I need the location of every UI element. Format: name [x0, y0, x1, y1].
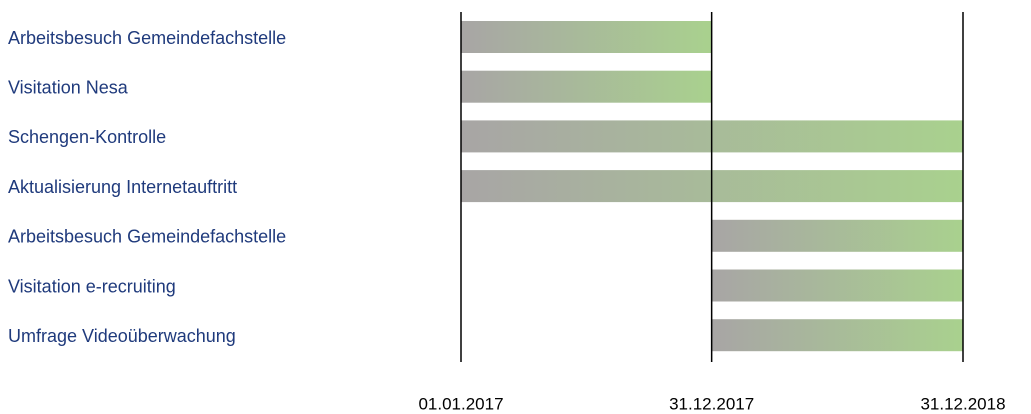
bar [711, 219, 963, 252]
task-label: Arbeitsbesuch Gemeindefachstelle [8, 28, 286, 48]
bar [711, 269, 963, 302]
bar [461, 21, 712, 53]
x-tick-label: 01.01.2017 [418, 394, 503, 413]
x-tick-label: 31.12.2018 [920, 394, 1005, 413]
task-label: Arbeitsbesuch Gemeindefachstelle [8, 227, 286, 247]
bar [711, 319, 963, 352]
task-label: Aktualisierung Internetauftritt [8, 177, 237, 197]
task-label: Visitation e-recruiting [8, 276, 176, 296]
x-tick-label: 31.12.2017 [669, 394, 754, 413]
task-label: Umfrage Videoüberwachung [8, 326, 236, 346]
task-label: Schengen-Kontrolle [8, 127, 166, 147]
bar [461, 70, 712, 103]
task-label: Visitation Nesa [8, 77, 129, 97]
